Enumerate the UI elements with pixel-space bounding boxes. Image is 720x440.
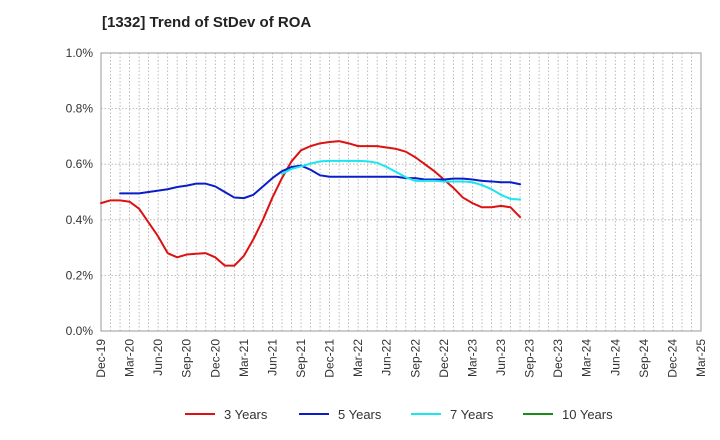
x-tick-label: Dec-23 bbox=[551, 339, 565, 378]
plot-area bbox=[100, 52, 702, 332]
y-tick-label: 0.8% bbox=[66, 102, 94, 116]
y-tick-label: 1.0% bbox=[66, 46, 94, 60]
x-tick-label: Dec-22 bbox=[437, 339, 451, 378]
series-line-1 bbox=[100, 140, 522, 267]
x-tick-label: Sep-24 bbox=[637, 339, 651, 378]
y-tick-label: 0.0% bbox=[66, 324, 94, 338]
grid-layer bbox=[101, 53, 701, 331]
x-tick-label: Sep-20 bbox=[180, 339, 194, 378]
series-line-2 bbox=[119, 164, 522, 200]
y-tick-label: 0.6% bbox=[66, 157, 94, 171]
legend-label-3: 7 Years bbox=[450, 407, 494, 422]
x-tick-label: Sep-23 bbox=[523, 339, 537, 378]
x-tick-label: Jun-24 bbox=[608, 339, 622, 376]
x-tick-label: Sep-21 bbox=[294, 339, 308, 378]
x-tick-label: Mar-20 bbox=[123, 339, 137, 377]
x-tick-label: Mar-23 bbox=[465, 339, 479, 377]
x-axis: Dec-19 Mar-20 Jun-20 Sep-20 Dec-20 Mar-21 Jun-… bbox=[94, 339, 708, 378]
x-tick-label: Dec-19 bbox=[94, 339, 108, 378]
legend-label-4: 10 Years bbox=[562, 407, 613, 422]
legend-label-2: 5 Years bbox=[338, 407, 382, 422]
x-tick-label: Jun-20 bbox=[151, 339, 165, 376]
x-tick-label: Dec-24 bbox=[665, 339, 679, 378]
y-tick-label: 0.2% bbox=[66, 268, 94, 282]
x-tick-label: Dec-20 bbox=[208, 339, 222, 378]
series-layer bbox=[100, 140, 522, 267]
x-tick-label: Dec-21 bbox=[323, 339, 337, 378]
x-tick-label: Jun-21 bbox=[265, 339, 279, 376]
x-tick-label: Mar-25 bbox=[694, 339, 708, 377]
x-tick-label: Sep-22 bbox=[408, 339, 422, 378]
chart-title: [1332] Trend of StDev of ROA bbox=[102, 14, 312, 31]
x-tick-label: Mar-22 bbox=[351, 339, 365, 377]
legend: 3 Years 5 Years 7 Years 10 Years bbox=[185, 407, 613, 422]
y-tick-label: 0.4% bbox=[66, 213, 94, 227]
x-tick-label: Jun-23 bbox=[494, 339, 508, 376]
y-axis: 0.0% 0.2% 0.4% 0.6% 0.8% 1.0% bbox=[66, 46, 94, 338]
x-tick-label: Jun-22 bbox=[380, 339, 394, 376]
series-line-3 bbox=[280, 159, 522, 201]
x-tick-label: Mar-24 bbox=[580, 339, 594, 377]
x-tick-label: Mar-21 bbox=[237, 339, 251, 377]
legend-label-1: 3 Years bbox=[224, 407, 268, 422]
